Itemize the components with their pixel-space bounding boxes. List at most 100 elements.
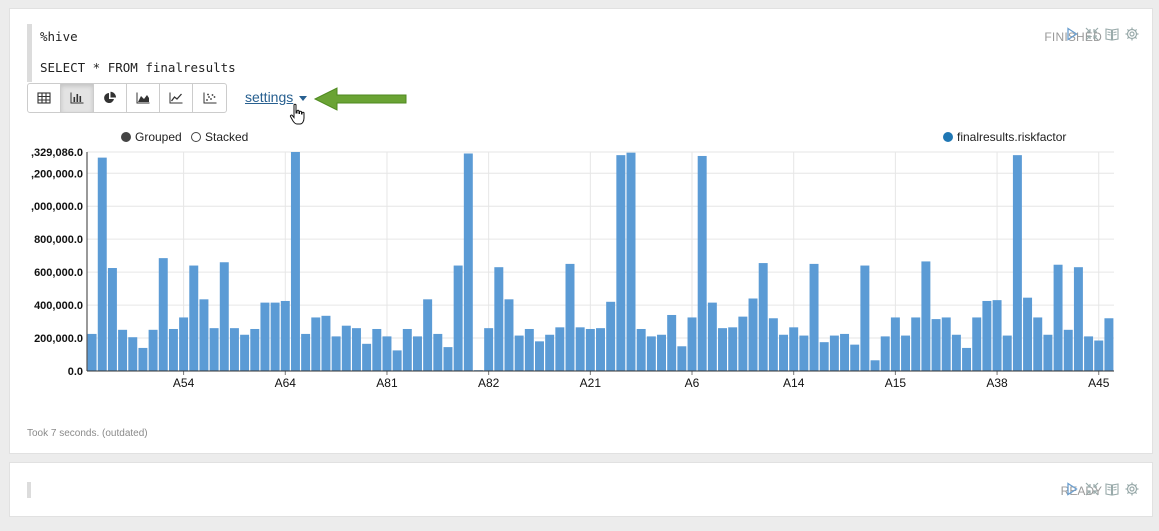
x-tick-label: A64 <box>275 376 297 390</box>
bar <box>1023 297 1033 371</box>
book-icon[interactable] <box>1105 482 1119 496</box>
bar <box>829 335 839 371</box>
bar <box>504 299 514 371</box>
bar <box>199 299 209 371</box>
bar <box>158 258 168 371</box>
settings-link[interactable]: settings <box>245 89 294 105</box>
visualization-toolbar <box>27 83 227 113</box>
bar <box>372 328 382 371</box>
y-tick-label: 800,000.0 <box>34 234 83 246</box>
stacked-label: Stacked <box>205 130 249 144</box>
table-view-button[interactable] <box>28 84 61 112</box>
bar <box>921 261 931 371</box>
settings-caret-icon[interactable] <box>299 96 307 101</box>
bar <box>677 346 687 371</box>
bar-chart-button[interactable] <box>61 84 94 112</box>
bar <box>931 319 941 371</box>
bar <box>850 344 860 371</box>
bar <box>809 263 819 371</box>
bar <box>799 335 809 371</box>
bar <box>290 152 300 371</box>
x-tick-label: A54 <box>173 376 195 390</box>
x-tick-label: A14 <box>783 376 805 390</box>
pie-chart-button[interactable] <box>94 84 127 112</box>
collapse-icon[interactable] <box>1085 482 1099 496</box>
code-editor[interactable]: %hive SELECT * FROM finalresults <box>27 24 592 82</box>
code-line-query: SELECT * FROM finalresults <box>40 60 236 75</box>
bar <box>1012 155 1022 371</box>
bar <box>107 268 117 371</box>
bar <box>1033 317 1043 371</box>
bar <box>118 329 128 371</box>
bar <box>646 336 656 371</box>
grouped-radio[interactable] <box>121 132 131 142</box>
y-tick-label: 600,000.0 <box>34 267 83 279</box>
bar <box>870 360 880 371</box>
execution-time-text: Took 7 seconds. (outdated) <box>27 428 148 439</box>
bar <box>301 333 311 371</box>
collapse-icon[interactable] <box>1085 27 1099 41</box>
bar-chart-icon <box>70 92 84 104</box>
bar <box>484 328 494 371</box>
arrow-annotation-icon <box>313 87 407 111</box>
code-editor-empty[interactable] <box>27 482 31 498</box>
x-tick-label: A81 <box>376 376 398 390</box>
bar <box>219 262 229 371</box>
stacked-radio[interactable] <box>191 132 201 142</box>
bar <box>311 317 321 371</box>
bar <box>972 317 982 371</box>
bar <box>606 301 616 371</box>
bar <box>758 263 768 371</box>
bar <box>362 343 372 371</box>
bar <box>138 347 148 371</box>
bar <box>524 328 534 371</box>
bar <box>728 327 738 371</box>
bar <box>819 342 829 371</box>
y-tick-label: 200,000.0 <box>34 333 83 345</box>
bar <box>779 334 789 371</box>
x-tick-label: A21 <box>580 376 602 390</box>
bar <box>911 317 921 371</box>
paragraph-ready: READY <box>9 462 1153 517</box>
y-tick-label: 0.0 <box>68 366 83 378</box>
scatter-chart-icon <box>203 92 216 104</box>
bar <box>1073 267 1083 371</box>
bar <box>535 341 544 371</box>
gear-icon[interactable] <box>1125 482 1139 496</box>
bar <box>962 347 972 371</box>
book-icon[interactable] <box>1105 27 1119 41</box>
gear-icon[interactable] <box>1125 27 1139 41</box>
y-tick-label: ,329,086.0 <box>31 147 83 159</box>
bar <box>657 334 666 371</box>
bar <box>494 267 504 371</box>
x-tick-label: A82 <box>478 376 500 390</box>
series-legend-dot[interactable] <box>943 132 953 142</box>
run-icon[interactable] <box>1066 482 1078 496</box>
bar <box>890 317 900 371</box>
scatter-chart-button[interactable] <box>193 84 226 112</box>
bar <box>1084 336 1094 371</box>
area-chart-button[interactable] <box>127 84 160 112</box>
bar <box>341 325 351 371</box>
y-tick-label: 400,000.0 <box>34 300 83 312</box>
y-tick-label: ,000,000.0 <box>31 201 83 213</box>
area-chart-icon <box>136 92 150 104</box>
bar <box>585 328 595 371</box>
paragraph-controls <box>1065 27 1145 45</box>
bar <box>463 153 473 371</box>
bar <box>209 328 219 371</box>
bar <box>443 347 453 371</box>
bar <box>514 335 524 371</box>
table-icon <box>37 92 51 104</box>
line-chart-button[interactable] <box>160 84 193 112</box>
bar-chart: 0.0 200,000.0 400,000.0 600,000.0 800,000.0,… <box>31 147 1114 390</box>
y-tick-label: ,200,000.0 <box>31 168 83 180</box>
bar <box>433 333 443 371</box>
bar <box>321 315 331 371</box>
line-chart-icon <box>169 92 183 104</box>
bar <box>260 302 270 371</box>
run-icon[interactable] <box>1066 27 1078 41</box>
bar <box>1063 329 1073 371</box>
bar <box>97 157 107 371</box>
bar <box>351 328 361 371</box>
